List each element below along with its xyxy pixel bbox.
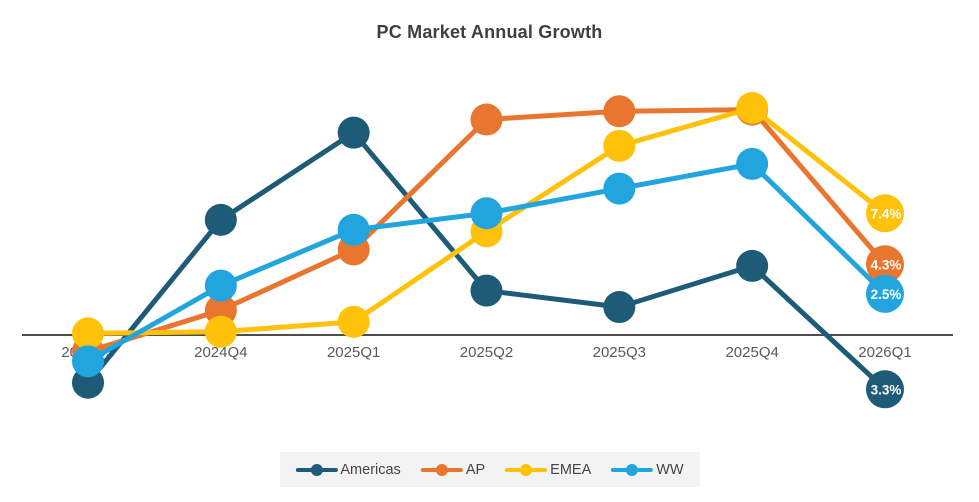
legend-item-ap: AP [420,461,486,478]
data-point-emea-2024Q4 [204,315,237,348]
data-point-americas-2024Q4 [204,203,237,236]
data-label-americas: 3.3% [871,382,902,397]
data-point-americas-2026Q1 [865,370,904,409]
legend-item-label: WW [656,461,684,478]
data-point-ww-2025Q3 [603,172,636,205]
data-point-emea-2024Q3 [72,317,104,350]
legend-line-dot-icon [295,463,338,476]
x-tick-label: 2025Q4 [725,344,778,361]
x-tick-label: 2025Q2 [460,344,513,361]
legend-line-dot-icon [611,463,654,476]
x-tick-label: 2025Q3 [593,344,646,361]
x-tick-label: 2026Q1 [858,344,911,361]
legend-item-label: Americas [340,461,401,478]
data-point-ww-2025Q2 [470,197,503,230]
data-point-emea-2026Q1 [865,194,904,233]
data-point-americas-2025Q1 [337,116,370,149]
chart-title: PC Market Annual Growth [376,22,603,42]
legend: Americas AP EMEA WW [279,452,700,487]
data-point-americas-2025Q2 [470,274,503,307]
data-label-ap: 4.3% [871,257,902,272]
data-point-emea-2025Q1 [337,305,370,338]
data-point-ww-2024Q4 [204,269,237,302]
data-point-ww-2024Q3 [72,345,104,378]
data-point-americas-2025Q3 [603,291,636,324]
x-tick-label: 2024Q4 [194,344,247,361]
data-point-ww-2025Q4 [736,147,769,180]
x-tick-label: 2025Q1 [327,344,380,361]
data-point-emea-2025Q4 [736,91,769,124]
data-point-ww-2026Q1 [865,274,904,313]
data-label-emea: 7.4% [871,206,902,221]
legend-item-americas: Americas [295,461,401,478]
legend-item-label: AP [465,461,486,478]
data-point-emea-2025Q3 [603,129,636,162]
legend-item-emea: EMEA [505,462,591,478]
data-point-ww-2025Q1 [337,213,370,246]
legend-item-label: EMEA [550,461,592,478]
legend-line-dot-icon [505,463,548,476]
data-point-ap-2026Q1 [865,245,904,284]
data-point-americas-2025Q4 [736,249,769,282]
data-point-ap-2025Q3 [603,95,636,128]
legend-item-ww: WW [611,461,684,478]
data-label-ww: 2.5% [871,287,902,302]
data-point-ap-2025Q2 [470,103,503,136]
legend-line-dot-icon [420,463,463,476]
